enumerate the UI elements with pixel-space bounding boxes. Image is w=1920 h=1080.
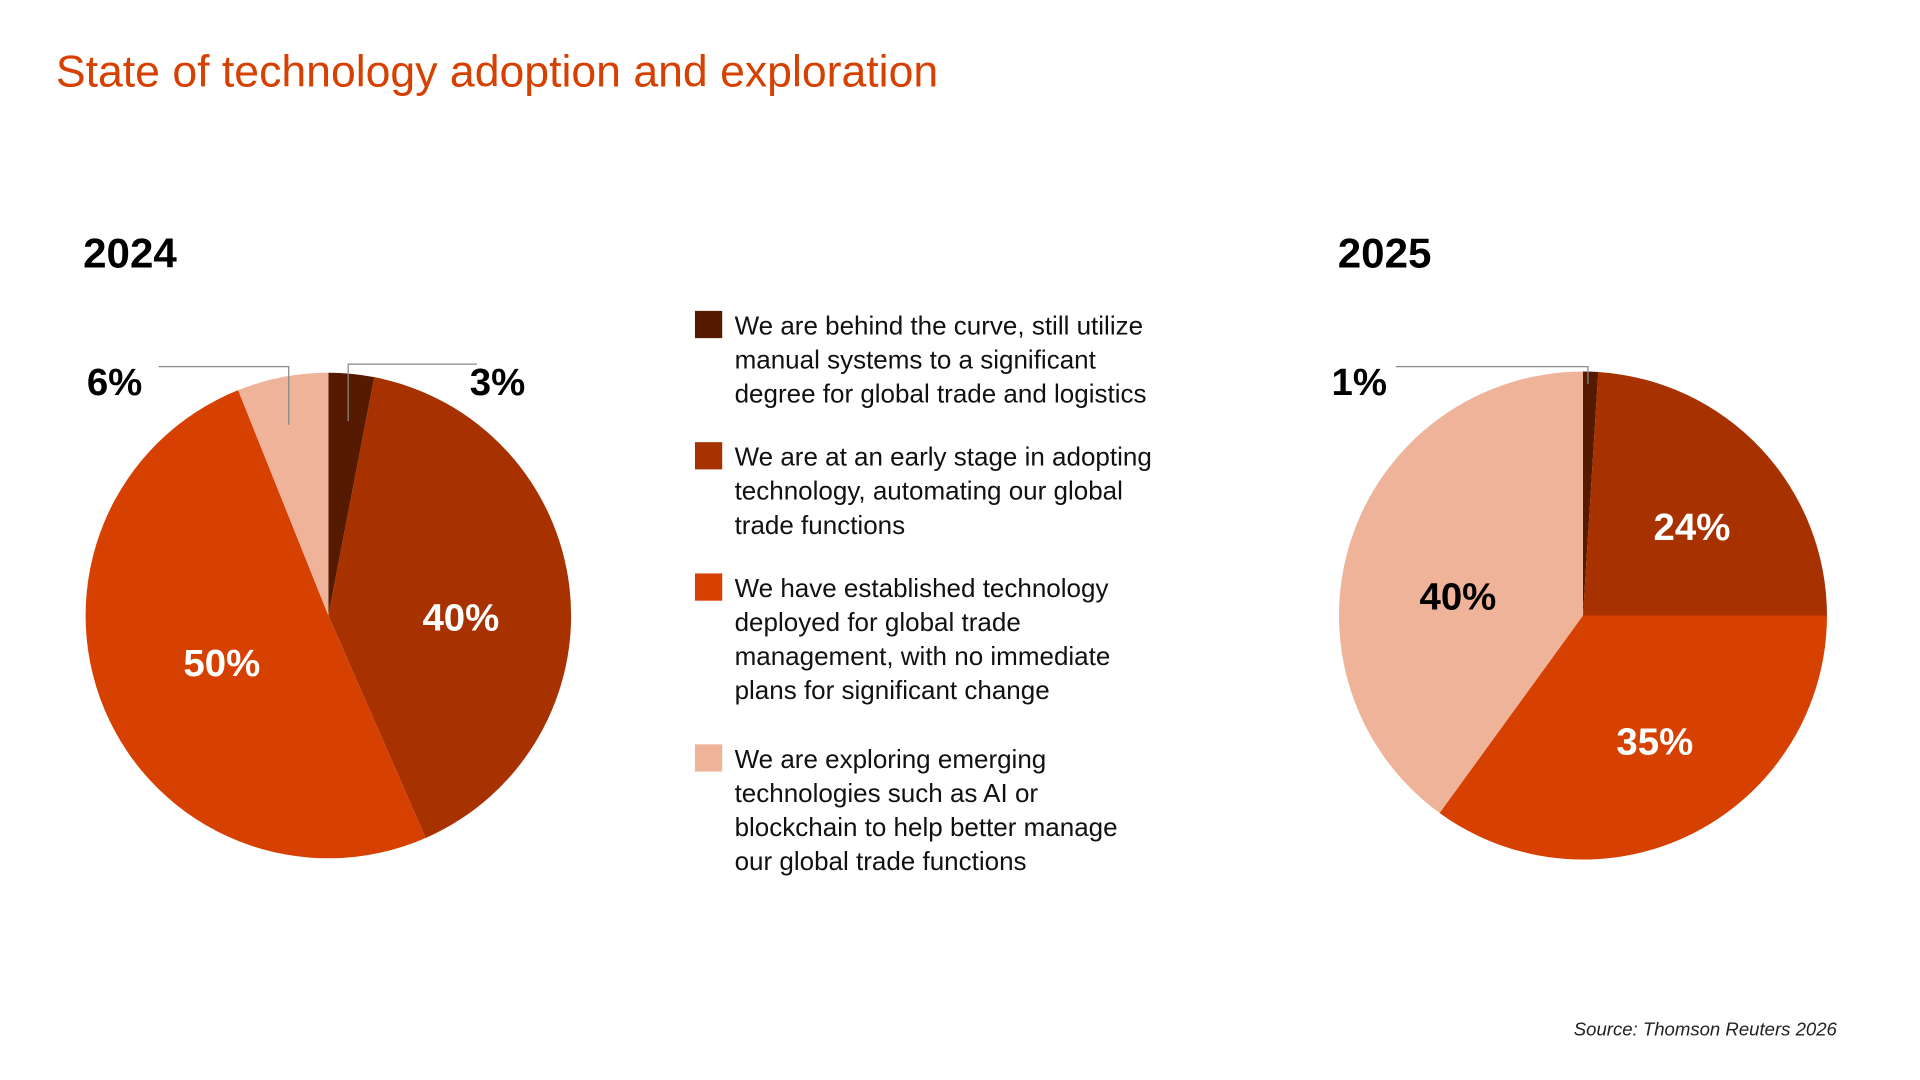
legend-label: technologies such as AI or	[735, 778, 1039, 808]
data-label: 50%	[183, 642, 260, 685]
legend-label: our global trade functions	[735, 846, 1027, 876]
legend-label: technology, automating our global	[735, 476, 1123, 506]
data-label: 24%	[1654, 506, 1731, 549]
pie-slice-2025-3	[1338, 371, 1583, 813]
legend-swatch	[694, 310, 723, 339]
data-label: 35%	[1616, 720, 1693, 763]
data-label: 3%	[470, 361, 525, 404]
pie-slice-2025-2	[1439, 615, 1827, 860]
legend: We are behind the curve, still utilize ma…	[694, 310, 1152, 876]
pie-slice-2024-2	[85, 390, 426, 859]
data-label: 40%	[422, 596, 499, 639]
legend-label: blockchain to help better manage	[735, 812, 1118, 842]
pie-slice-2025-0	[1582, 371, 1599, 616]
legend-label: We are exploring emerging	[735, 744, 1047, 774]
legend-label: management, with no immediate	[735, 641, 1111, 671]
legend-label: degree for global trade and logistics	[735, 379, 1147, 409]
legend-swatch	[694, 744, 723, 772]
legend-label: We are at an early stage in adopting	[735, 442, 1152, 472]
data-label: 40%	[1419, 575, 1496, 618]
data-label: 1%	[1332, 361, 1387, 404]
legend-label: manual systems to a significant	[735, 344, 1097, 374]
legend-label: plans for significant change	[735, 675, 1050, 705]
chart-title: State of technology adoption and explora…	[56, 48, 938, 97]
leader-line	[347, 363, 477, 422]
pie-title-2025: 2025	[1338, 230, 1432, 277]
pie-2025: 1% 24% 35% 40%	[1332, 361, 1827, 860]
source-note: Source: Thomson Reuters 2026	[1574, 1018, 1838, 1039]
pie-slice-2024-0	[328, 372, 375, 616]
pie-2024: 3% 40% 50% 6%	[85, 361, 572, 859]
legend-swatch	[694, 573, 723, 601]
pie-title-2024: 2024	[83, 230, 177, 277]
pie-slice-2024-3	[238, 372, 329, 616]
legend-label: trade functions	[735, 510, 906, 540]
legend-label: We have established technology	[735, 573, 1109, 603]
pie-slice-2025-1	[1582, 372, 1827, 616]
legend-swatch	[694, 442, 723, 470]
leader-line	[158, 365, 290, 425]
leader-line	[1395, 365, 1589, 384]
legend-label: deployed for global trade	[735, 607, 1021, 637]
pie-slice-2024-1	[328, 377, 572, 838]
legend-label: We are behind the curve, still utilize	[735, 310, 1144, 340]
data-label: 6%	[87, 361, 142, 404]
